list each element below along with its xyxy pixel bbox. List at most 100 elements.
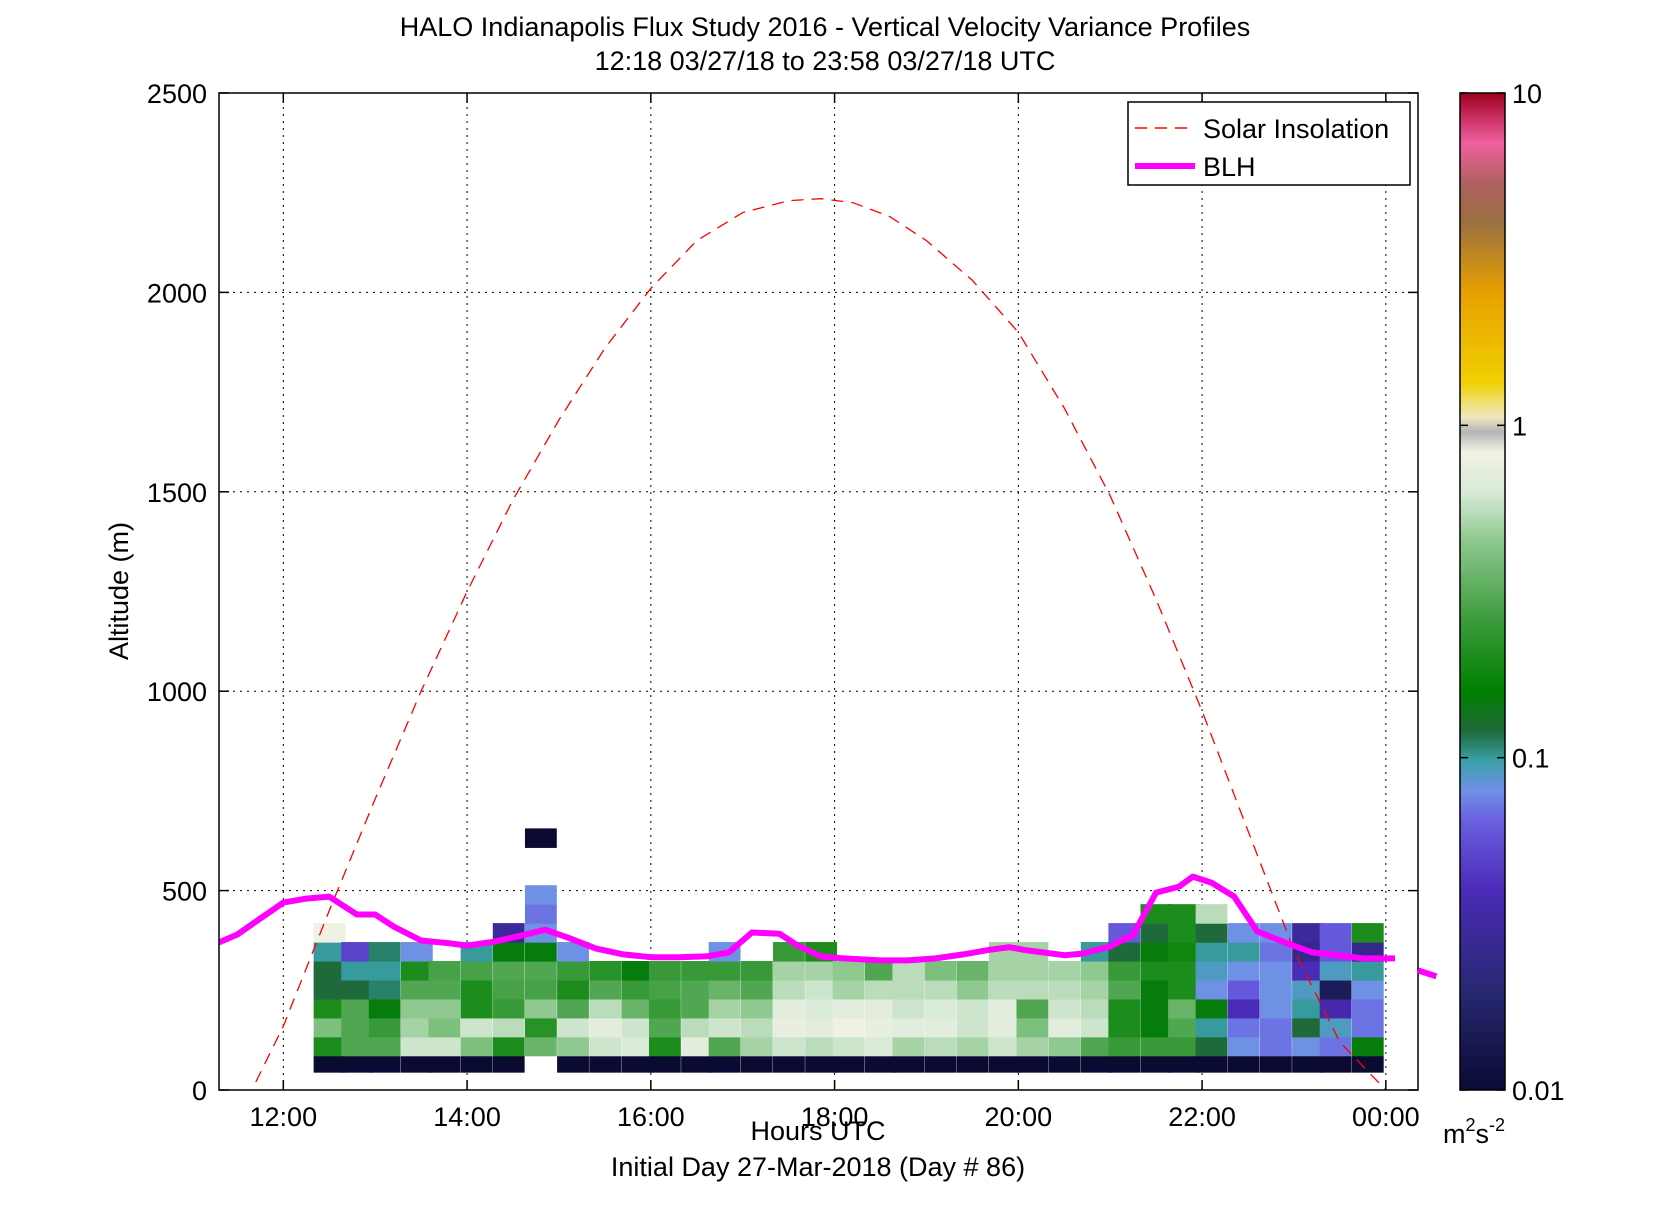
heatmap-cell <box>1292 923 1324 943</box>
heatmap-cell <box>368 1036 401 1057</box>
heatmap-cell <box>1227 998 1260 1019</box>
heatmap-cell <box>924 1055 957 1073</box>
heatmap-cell <box>1108 1055 1141 1073</box>
heatmap-cell <box>1195 923 1228 943</box>
heatmap-cell <box>648 960 681 981</box>
heatmap-cell <box>681 960 713 981</box>
heatmap-cell <box>988 960 1021 981</box>
heatmap-cell <box>589 1055 622 1073</box>
blh-extension-segment <box>1417 967 1438 980</box>
heatmap-cell <box>492 1055 525 1073</box>
heatmap-cell <box>524 885 557 905</box>
heatmap-cell <box>460 1055 493 1073</box>
heatmap-cell <box>805 1017 838 1038</box>
heatmap-cell <box>805 979 838 1000</box>
chart-subtitle: 12:18 03/27/18 to 23:58 03/27/18 UTC <box>595 46 1056 76</box>
heatmap-cell <box>1227 1017 1260 1038</box>
heatmap-cell <box>557 1036 589 1057</box>
colorbar-frame <box>1459 92 1506 1091</box>
heatmap-cell <box>1227 1055 1260 1073</box>
heatmap-cell <box>805 960 838 981</box>
heatmap-cell <box>341 1017 374 1038</box>
colorbar-gradient <box>1460 93 1505 1090</box>
heatmap-cell <box>1319 979 1352 1000</box>
heatmap-cell <box>1080 998 1113 1019</box>
heatmap-cell <box>740 1055 773 1073</box>
heatmap-cell <box>832 998 865 1019</box>
heatmap-cell <box>1351 1036 1384 1057</box>
heatmap-cell <box>892 1017 925 1038</box>
heatmap-cell <box>1259 1036 1292 1057</box>
heatmap-cell <box>589 998 622 1019</box>
heatmap-cell <box>313 942 346 962</box>
heatmap-cell <box>368 942 401 962</box>
heatmap-cell <box>341 979 374 1000</box>
heatmap-cell <box>1195 1017 1228 1038</box>
heatmap-cell <box>524 979 557 1000</box>
heatmap-cell <box>892 979 925 1000</box>
heatmap-cell <box>773 960 805 981</box>
heatmap-cell <box>1168 998 1200 1019</box>
heatmap-cell <box>1016 960 1049 981</box>
heatmap-cell <box>1292 1017 1324 1038</box>
legend-label-solar-insolation: Solar Insolation <box>1203 114 1389 144</box>
heatmap-cell <box>1319 960 1352 981</box>
heatmap-cell <box>368 979 401 1000</box>
heatmap-cell <box>557 1055 589 1073</box>
heatmap-cell <box>924 1017 957 1038</box>
heatmap-cell <box>621 1036 654 1057</box>
heatmap-cell <box>1108 942 1141 962</box>
heatmap-cell <box>708 1017 741 1038</box>
x-axis-label-secondary: Initial Day 27-Mar-2018 (Day # 86) <box>611 1152 1025 1182</box>
heatmap-cell <box>1140 960 1173 981</box>
heatmap-cell <box>1140 979 1173 1000</box>
heatmap-cell <box>864 998 897 1019</box>
heatmap-cell <box>832 1036 865 1057</box>
heatmap-cell <box>621 1017 654 1038</box>
heatmap-cell <box>1259 960 1292 981</box>
heatmap-cell <box>1080 1055 1113 1073</box>
colorbar-unit: m2s-2 <box>1443 1115 1505 1149</box>
legend-label-blh: BLH <box>1203 152 1256 182</box>
heatmap-cell <box>428 960 461 981</box>
heatmap-cell <box>589 979 622 1000</box>
y-tick-label: 2500 <box>147 79 207 109</box>
heatmap-cell <box>988 1017 1021 1038</box>
plot-frame <box>218 92 1419 1091</box>
heatmap-cell <box>460 998 493 1019</box>
heatmap-cell <box>805 1055 838 1073</box>
heatmap-cell <box>621 1055 654 1073</box>
heatmap-cell <box>313 979 346 1000</box>
heatmap-cell <box>681 1017 713 1038</box>
plot-area: 12:00 14:00 16:00 18:00 20:00 22:00 00:00 0 500… <box>147 79 1420 1132</box>
heatmap-cell <box>1227 960 1260 981</box>
heatmap-cell <box>773 1017 805 1038</box>
heatmap-cell <box>428 1036 461 1057</box>
heatmap-cell <box>524 904 557 924</box>
heatmap-cell <box>557 960 589 981</box>
heatmap-cell <box>1140 1036 1173 1057</box>
y-tick-label: 0 <box>192 1076 207 1106</box>
heatmap-cell <box>1048 979 1081 1000</box>
heatmap-cell <box>1016 1055 1049 1073</box>
chart-title: HALO Indianapolis Flux Study 2016 - Vert… <box>400 12 1250 42</box>
heatmap-cell <box>892 1036 925 1057</box>
heatmap-cell <box>1140 1055 1173 1073</box>
heatmap-cell <box>1319 1036 1352 1057</box>
heatmap-cell <box>428 1017 461 1038</box>
heatmap-cell <box>892 998 925 1019</box>
heatmap-cell <box>648 1055 681 1073</box>
heatmap-cell <box>460 960 493 981</box>
heatmap-cell <box>557 979 589 1000</box>
heatmap-cell <box>1168 960 1200 981</box>
heatmap-cell <box>524 1017 557 1038</box>
heatmap-cell <box>368 960 401 981</box>
heatmap-cell <box>1168 1036 1200 1057</box>
colorbar-tick-label: 0.1 <box>1512 744 1550 774</box>
y-tick-label: 1500 <box>147 478 207 508</box>
heatmap-cell <box>557 998 589 1019</box>
heatmap-cell <box>1048 1055 1081 1073</box>
heatmap-cell <box>832 1017 865 1038</box>
heatmap-cell <box>1351 960 1384 981</box>
x-tick-label: 20:00 <box>985 1102 1053 1132</box>
